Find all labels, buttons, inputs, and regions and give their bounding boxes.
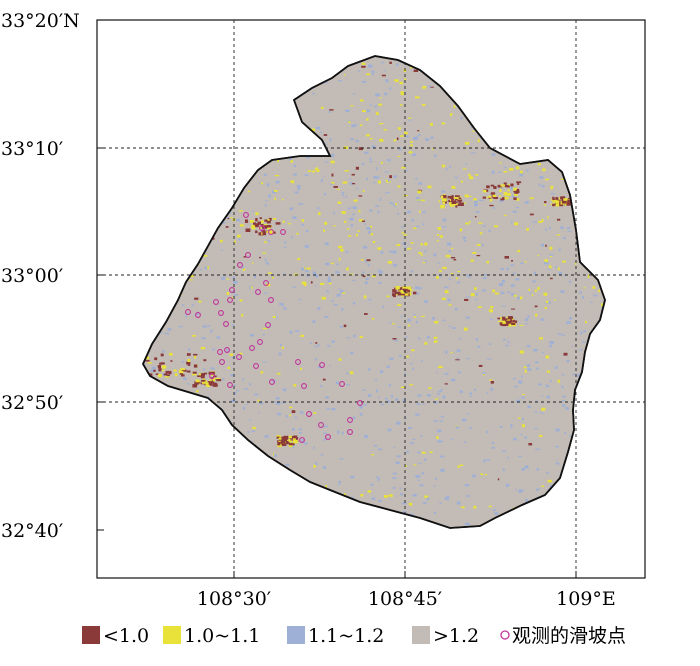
landslide-point-marker: [339, 381, 345, 387]
landslide-point-marker: [227, 297, 233, 303]
landslide-point-marker: [243, 212, 249, 218]
landslide-point-marker: [227, 382, 233, 388]
legend-label-landslide-points: 观测的滑坡点: [512, 625, 626, 647]
legend: <1.0 1.0~1.1 1.1~1.2 >1.2 观测的滑坡点: [82, 625, 626, 647]
landslide-point-marker: [263, 280, 269, 286]
landslide-point-marker: [299, 437, 305, 443]
landslide-point-marker: [280, 229, 286, 235]
landslide-point-marker: [268, 297, 274, 303]
landslide-point-marker: [269, 379, 275, 385]
landslide-point-marker: [347, 417, 353, 423]
landslide-point-marker: [318, 422, 324, 428]
map-frame: [96, 19, 646, 579]
landslide-point-marker: [237, 262, 243, 268]
landslide-point-marker: [306, 411, 312, 417]
lon-label-109: 109°E: [556, 588, 616, 610]
landslide-point-marker: [265, 322, 271, 328]
landslide-point-marker: [223, 321, 229, 327]
lon-label-108-45: 108°45′: [368, 588, 442, 610]
landslide-points: [185, 212, 363, 443]
landslide-point-marker: [185, 309, 191, 315]
landslide-point-marker: [195, 312, 201, 318]
landslide-point-marker: [249, 345, 255, 351]
landslide-point-marker: [229, 287, 235, 293]
lat-label-33-10: 33°10′: [1, 138, 63, 160]
landslide-point-marker: [217, 349, 223, 355]
axis-ticks: [97, 19, 577, 578]
landslide-point-marker: [245, 252, 251, 258]
landslide-point-marker: [347, 429, 353, 435]
landslide-point-marker: [295, 359, 301, 365]
region-outline: [141, 55, 606, 529]
landslide-point-marker: [255, 289, 261, 295]
graticule: [97, 20, 645, 578]
landslide-point-marker: [357, 400, 363, 406]
landslide-point-marker: [268, 229, 274, 235]
landslide-point-marker: [209, 373, 215, 379]
lat-label-33-00: 33°00′: [1, 265, 63, 287]
legend-label-1-0-1-1: 1.0~1.1: [184, 625, 260, 647]
landslide-point-marker: [325, 434, 331, 440]
landslide-point-marker: [257, 339, 263, 345]
landslide-point-marker: [236, 354, 242, 360]
landslide-point-marker: [219, 359, 225, 365]
legend-label-gt-1-2: >1.2: [433, 625, 479, 647]
landslide-point-marker: [218, 310, 224, 316]
legend-swatch-gt-1-2: [412, 626, 430, 644]
legend-swatch-1-1-1-2: [287, 626, 305, 644]
landslide-point-marker: [253, 363, 259, 369]
landslide-point-marker: [301, 383, 307, 389]
landslide-point-marker: [224, 347, 230, 353]
landslide-point-marker: [319, 362, 325, 368]
legend-swatch-1-0-1-1: [163, 626, 181, 644]
landslide-point-marker: [259, 225, 265, 231]
lat-label-32-50: 32°50′: [1, 392, 63, 414]
lat-label-33-20: 33°20′N: [1, 10, 80, 32]
lon-label-108-30: 108°30′: [197, 588, 271, 610]
legend-swatch-lt-1-0: [82, 626, 100, 644]
legend-label-1-1-1-2: 1.1~1.2: [308, 625, 384, 647]
lat-label-32-40: 32°40′: [1, 520, 63, 542]
legend-label-lt-1-0: <1.0: [103, 625, 149, 647]
legend-landslide-point-icon: [500, 630, 510, 640]
landslide-point-marker: [213, 299, 219, 305]
